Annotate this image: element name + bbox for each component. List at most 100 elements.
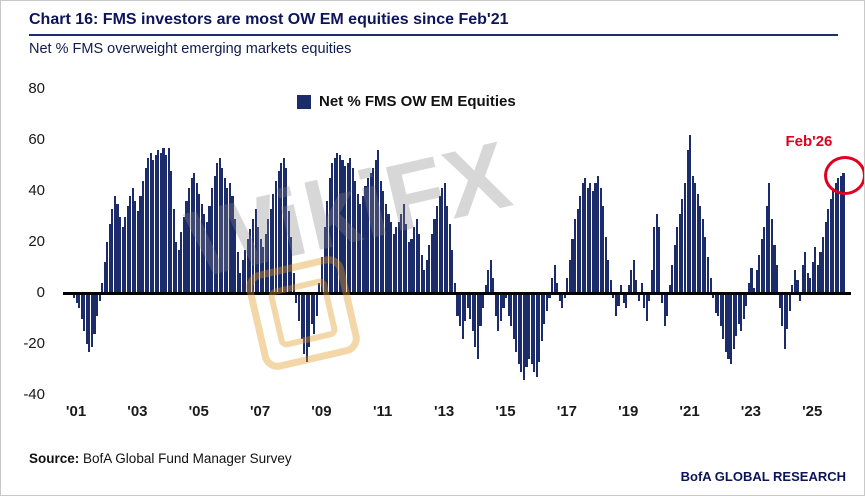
bar [259,239,262,293]
bar [714,293,717,314]
bar [412,226,416,293]
bar [643,293,646,309]
bar [433,219,436,293]
bar [318,282,321,293]
x-tick-label: '17 [556,403,577,420]
bar [139,196,142,293]
bar [177,249,180,293]
bar [213,175,216,293]
bar [645,293,648,322]
bar [538,293,541,362]
bar [407,242,410,293]
bar [331,162,334,293]
bar [231,196,234,293]
bar [548,293,551,299]
bar [448,224,451,293]
bar [758,254,761,293]
bar [686,150,689,293]
x-tick-label: '15 [495,403,516,420]
bar [512,293,515,339]
bar [80,293,83,319]
bar [361,196,364,293]
bar [589,183,592,293]
bar [75,293,78,304]
bar [484,285,487,293]
bar [471,293,474,332]
bar [126,206,129,293]
bar [185,201,188,293]
bar [205,221,209,293]
bar [369,173,372,293]
bar [195,183,198,293]
bar [236,252,239,293]
bar [182,216,185,293]
bar [816,264,819,293]
bar [223,178,226,293]
bar [88,293,91,352]
bar [96,293,99,316]
bar [354,180,357,293]
bar [90,293,93,347]
bar [783,293,786,350]
bar [719,293,722,327]
bar [522,293,525,380]
bar [400,213,403,293]
bar [459,293,462,327]
bar [308,293,311,347]
bar [581,183,584,293]
brand-mark: BofA GLOBAL RESEARCH [680,469,846,484]
y-tick-label: 60 [28,131,45,148]
source-note: Source: BofA Global Fund Manager Survey [29,451,292,466]
bar [157,150,160,293]
bar [346,162,349,293]
bar [540,293,543,342]
bar [620,285,623,293]
bar [147,157,150,293]
bar [750,267,753,293]
bar [203,213,206,293]
x-tick-label: '11 [372,403,393,420]
bar [349,157,352,293]
bar [287,211,290,293]
bar [382,191,385,293]
bar [121,226,124,293]
bar [648,293,651,301]
bar [167,147,170,293]
plot-area: Feb'26 [63,89,864,395]
bar [775,264,779,293]
bar [627,285,630,293]
legend-swatch-icon [297,94,311,109]
x-tick-label: '05 [188,403,209,420]
bar [520,293,523,373]
bar [374,160,377,293]
bar [395,226,398,293]
bar [839,175,842,293]
bar [614,293,618,316]
bar [303,293,306,355]
page-title: Chart 16: FMS investors are most OW EM e… [29,11,509,28]
bar [558,293,561,301]
bar [397,221,400,293]
bar [336,152,339,293]
bar [410,239,413,293]
bar [494,293,497,316]
y-axis-labels: 80 60 40 20 0 -20 -40 [1,80,55,403]
y-tick-label: 0 [36,284,45,301]
bar [770,219,773,293]
bar [323,226,326,293]
bar [553,264,556,293]
bar [502,293,505,309]
bar [359,203,362,293]
bar [402,203,405,293]
bar [453,282,456,293]
bar [438,196,441,293]
bar [732,293,735,350]
bar [482,293,485,309]
bar [561,293,564,309]
bar [356,193,359,293]
bar [328,178,331,293]
bar [717,293,720,316]
bar [313,293,316,334]
bar [556,282,559,293]
bar [129,196,132,293]
